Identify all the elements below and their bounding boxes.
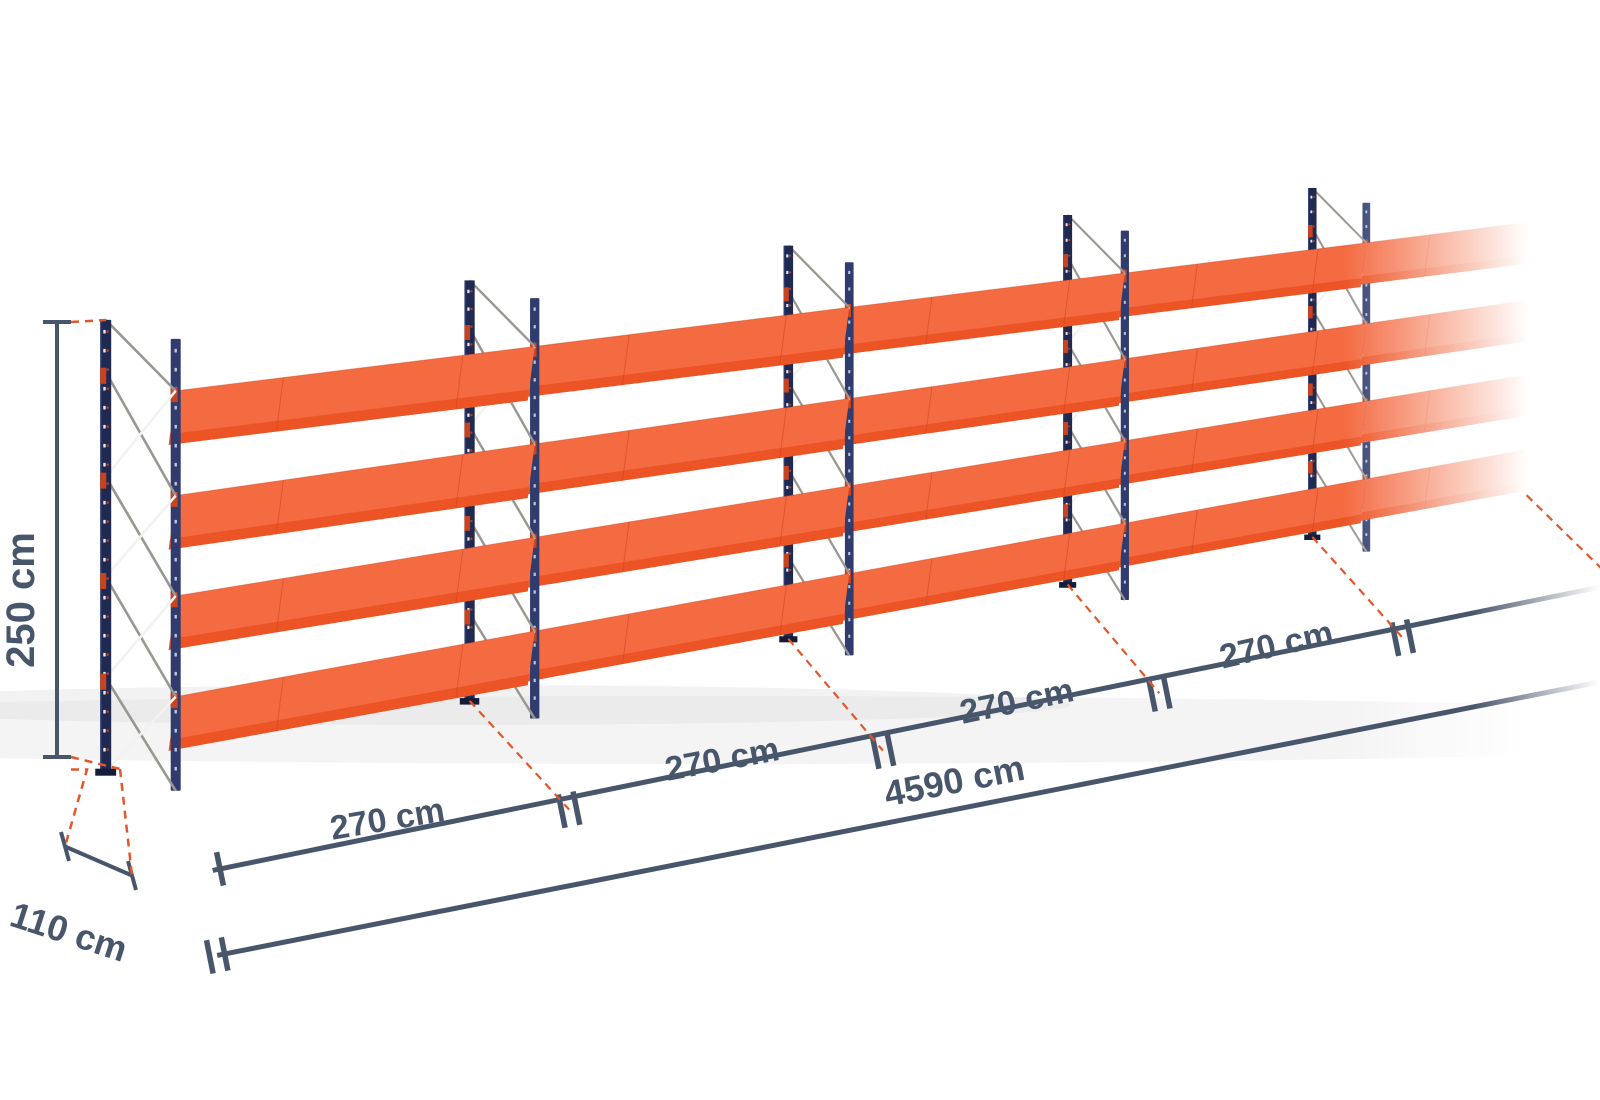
svg-text:250 cm: 250 cm: [0, 532, 43, 668]
